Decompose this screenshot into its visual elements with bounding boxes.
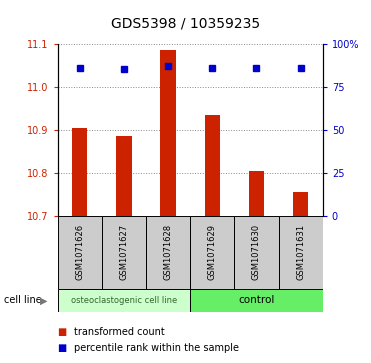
Bar bbox=[72, 128, 87, 216]
Text: GSM1071631: GSM1071631 bbox=[296, 224, 305, 280]
Text: ▶: ▶ bbox=[40, 295, 47, 305]
Bar bbox=[249, 171, 264, 216]
Bar bbox=[234, 216, 279, 289]
Text: GSM1071627: GSM1071627 bbox=[119, 224, 128, 280]
Bar bbox=[58, 216, 102, 289]
Text: percentile rank within the sample: percentile rank within the sample bbox=[74, 343, 239, 353]
Bar bbox=[293, 192, 308, 216]
Text: GDS5398 / 10359235: GDS5398 / 10359235 bbox=[111, 16, 260, 30]
Bar bbox=[102, 216, 146, 289]
Text: ■: ■ bbox=[58, 327, 67, 337]
Bar bbox=[190, 289, 323, 312]
Bar bbox=[146, 216, 190, 289]
Text: osteoclastogenic cell line: osteoclastogenic cell line bbox=[71, 296, 177, 305]
Text: transformed count: transformed count bbox=[74, 327, 165, 337]
Text: GSM1071626: GSM1071626 bbox=[75, 224, 84, 280]
Bar bbox=[160, 50, 176, 216]
Text: ■: ■ bbox=[58, 343, 67, 353]
Text: GSM1071630: GSM1071630 bbox=[252, 224, 261, 280]
Bar bbox=[116, 136, 132, 216]
Bar bbox=[190, 216, 234, 289]
Text: GSM1071629: GSM1071629 bbox=[208, 224, 217, 280]
Bar bbox=[279, 216, 323, 289]
Text: GSM1071628: GSM1071628 bbox=[164, 224, 173, 280]
Text: control: control bbox=[238, 295, 275, 305]
Bar bbox=[204, 115, 220, 216]
Text: cell line: cell line bbox=[4, 295, 42, 305]
Bar bbox=[58, 289, 190, 312]
